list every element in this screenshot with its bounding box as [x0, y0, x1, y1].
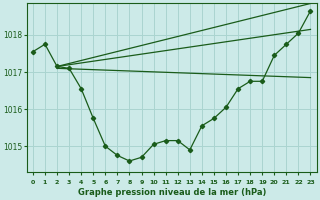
X-axis label: Graphe pression niveau de la mer (hPa): Graphe pression niveau de la mer (hPa) [77, 188, 266, 197]
